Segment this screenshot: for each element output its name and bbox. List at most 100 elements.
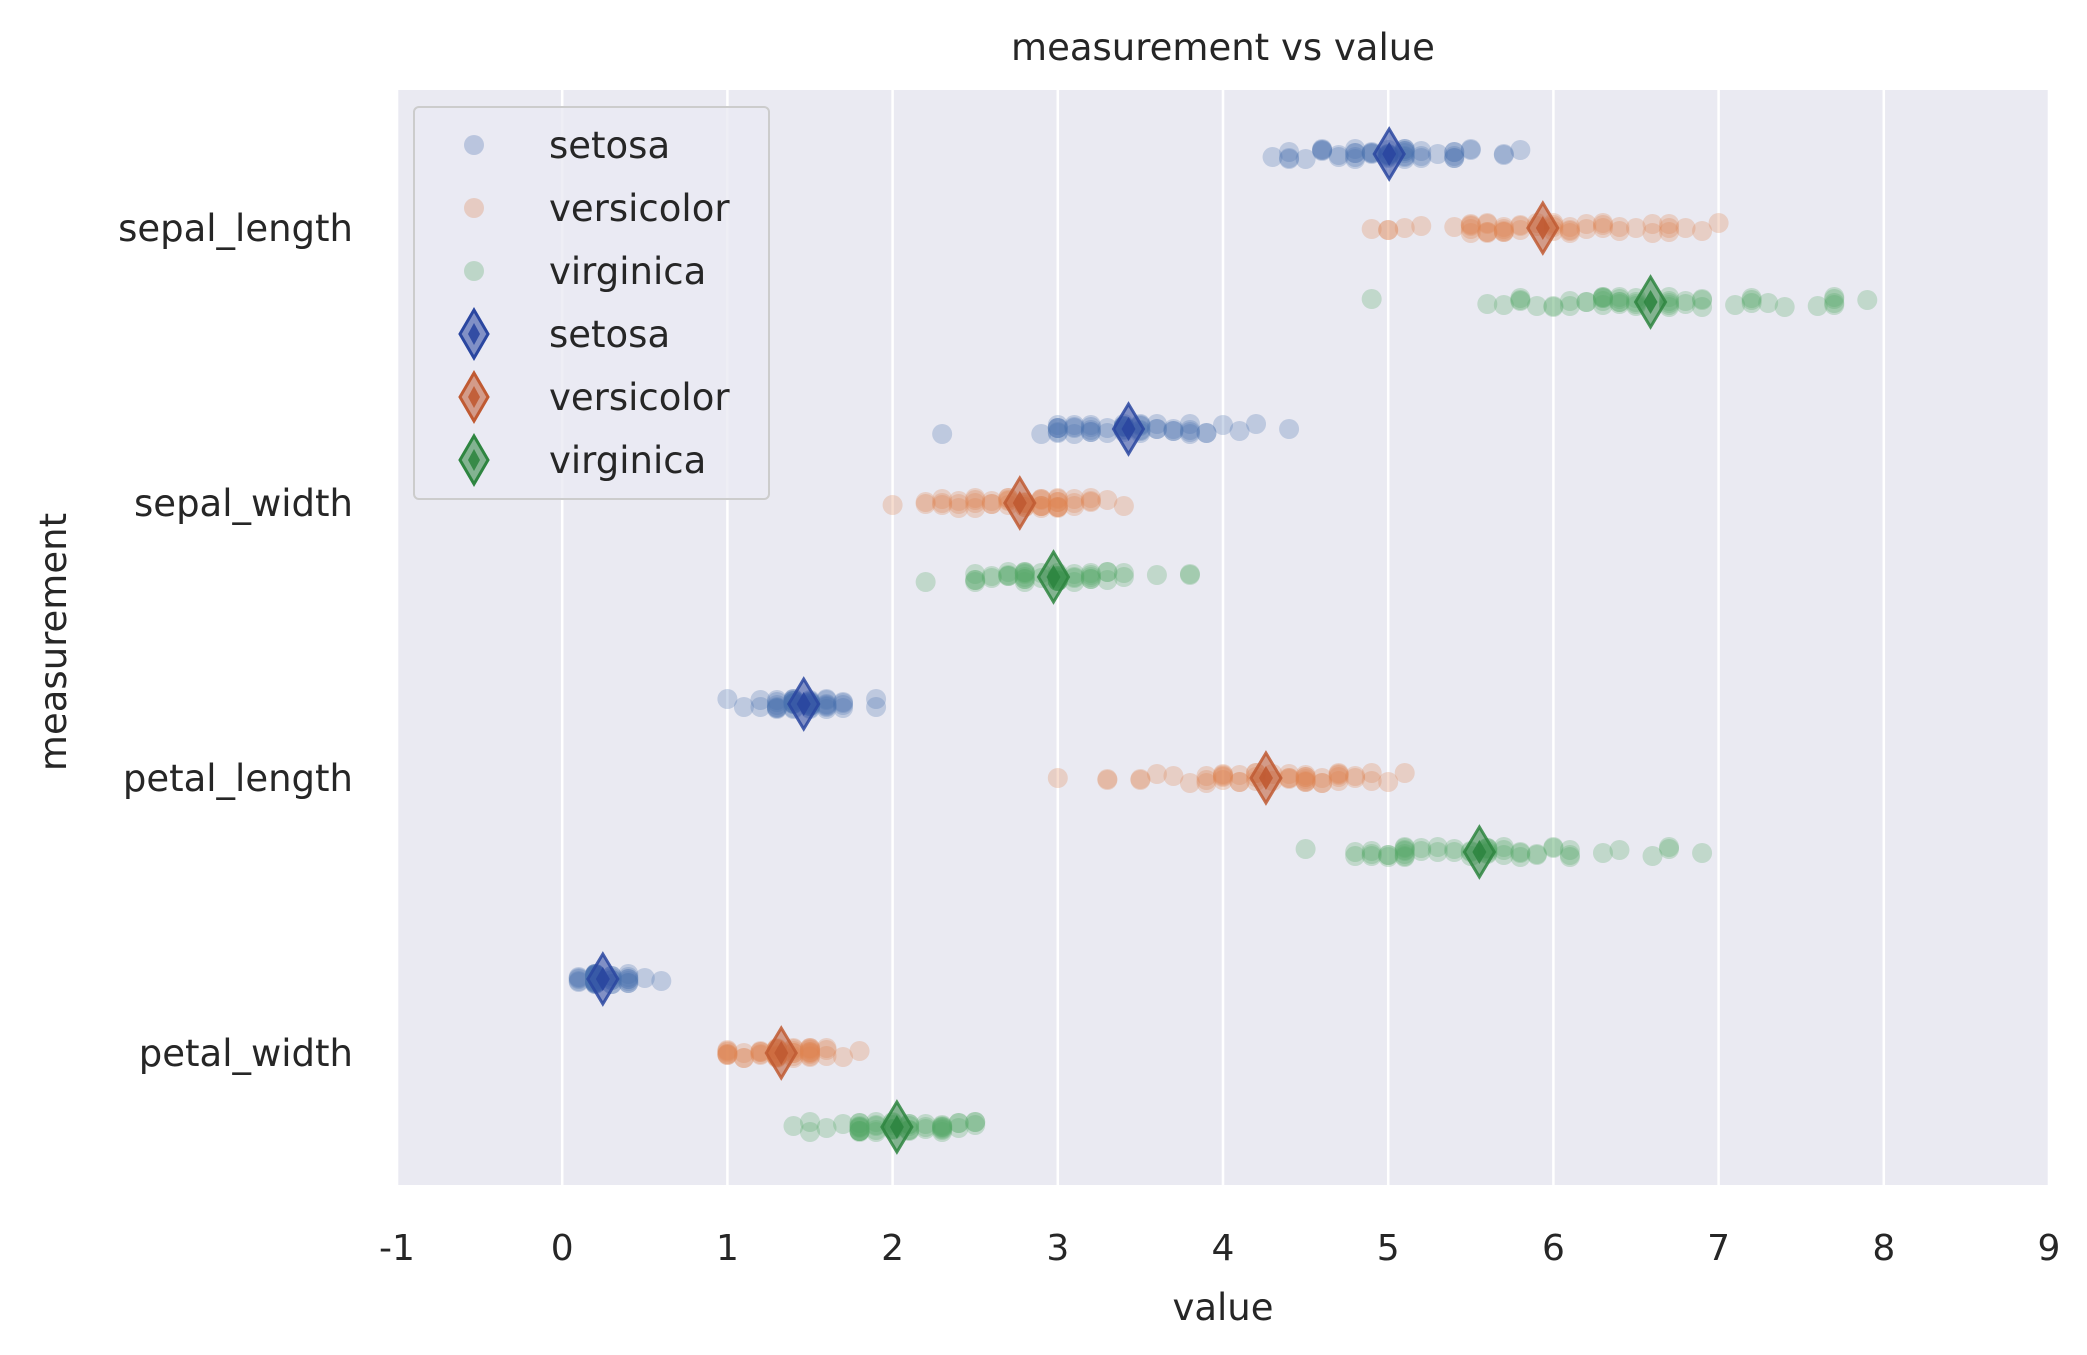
- data-point: [849, 1121, 870, 1141]
- chart-title: measurement vs value: [1011, 26, 1435, 69]
- data-point: [1328, 764, 1349, 784]
- data-point: [981, 568, 1002, 588]
- data-point: [1741, 290, 1762, 310]
- data-point: [1378, 220, 1399, 240]
- data-point: [1163, 419, 1184, 439]
- data-point: [915, 1119, 936, 1139]
- data-point: [1444, 842, 1465, 862]
- data-point: [733, 697, 754, 717]
- data-point: [1824, 293, 1845, 313]
- data-point: [1477, 213, 1498, 233]
- data-point: [1361, 844, 1382, 864]
- data-point: [1047, 418, 1068, 438]
- data-point: [1146, 565, 1167, 585]
- data-point: [1493, 837, 1514, 857]
- data-point: [816, 1040, 837, 1060]
- data-point: [965, 490, 986, 510]
- data-point: [800, 1040, 820, 1060]
- data-point: [915, 1117, 936, 1137]
- data-point: [1064, 564, 1085, 584]
- data-point: [1460, 223, 1481, 243]
- data-point: [1411, 141, 1432, 161]
- data-point: [1378, 845, 1399, 865]
- data-point: [1014, 563, 1035, 583]
- data-point: [1097, 490, 1118, 510]
- x-tick-label: 5: [1377, 1228, 1400, 1269]
- data-point: [1609, 294, 1630, 314]
- data-point: [1279, 142, 1300, 162]
- data-point: [866, 1116, 887, 1136]
- legend-marker: [464, 198, 484, 218]
- data-point: [1179, 422, 1200, 442]
- mean-marker-core: [1472, 840, 1487, 864]
- data-point: [1080, 417, 1101, 437]
- data-point: [1460, 219, 1481, 239]
- data-point: [1064, 424, 1085, 444]
- data-point: [1031, 496, 1052, 516]
- data-point: [1493, 840, 1514, 860]
- data-point: [1312, 141, 1333, 161]
- data-point: [733, 1048, 754, 1068]
- data-point: [618, 969, 639, 989]
- data-point: [1146, 764, 1167, 784]
- data-point: [1609, 221, 1630, 241]
- data-point: [1824, 295, 1845, 315]
- x-tick-label: 1: [716, 1228, 739, 1269]
- data-point: [1014, 562, 1035, 582]
- data-point: [1196, 770, 1217, 790]
- data-point: [717, 1044, 738, 1064]
- data-point: [1345, 842, 1366, 862]
- data-point: [1493, 217, 1514, 237]
- data-point: [816, 696, 837, 716]
- data-point: [800, 1044, 820, 1064]
- y-tick-label: sepal_length: [118, 207, 353, 250]
- data-point: [1559, 291, 1580, 311]
- data-point: [849, 1121, 870, 1141]
- data-point: [915, 572, 936, 592]
- data-point: [1064, 418, 1085, 438]
- data-point: [1279, 148, 1300, 168]
- data-point: [1427, 144, 1448, 164]
- data-point: [816, 1038, 837, 1058]
- data-point: [1559, 847, 1580, 867]
- data-point: [1179, 773, 1200, 793]
- data-point: [1312, 773, 1333, 793]
- data-point: [618, 967, 639, 987]
- data-point: [568, 968, 589, 988]
- data-point: [965, 570, 986, 590]
- data-point: [1213, 765, 1233, 785]
- data-point: [717, 1040, 738, 1060]
- data-point: [1279, 149, 1300, 169]
- data-point: [1179, 424, 1200, 444]
- data-point: [1675, 218, 1696, 238]
- data-point: [1080, 567, 1101, 587]
- data-point: [1510, 140, 1531, 160]
- data-point: [1559, 217, 1580, 237]
- data-point: [1196, 423, 1217, 443]
- data-point: [833, 1047, 854, 1067]
- data-point: [866, 1115, 887, 1135]
- data-point: [1361, 771, 1382, 791]
- data-point: [1526, 844, 1547, 864]
- data-point: [1510, 215, 1531, 235]
- data-point: [1543, 837, 1564, 857]
- mean-marker-core: [1382, 142, 1397, 166]
- data-point: [1477, 222, 1498, 242]
- data-point: [750, 1042, 771, 1062]
- data-point: [1460, 214, 1481, 234]
- data-point: [1592, 288, 1613, 308]
- data-point: [1361, 289, 1382, 309]
- data-point: [1080, 415, 1101, 435]
- data-point: [1130, 769, 1151, 789]
- data-point: [1097, 562, 1118, 582]
- data-point: [1047, 418, 1068, 438]
- legend-marker: [464, 135, 484, 155]
- data-point: [1609, 289, 1630, 309]
- data-point: [1361, 846, 1382, 866]
- data-point: [1576, 292, 1597, 312]
- data-point: [1113, 563, 1134, 583]
- data-point: [1213, 415, 1233, 435]
- data-point: [1080, 422, 1101, 442]
